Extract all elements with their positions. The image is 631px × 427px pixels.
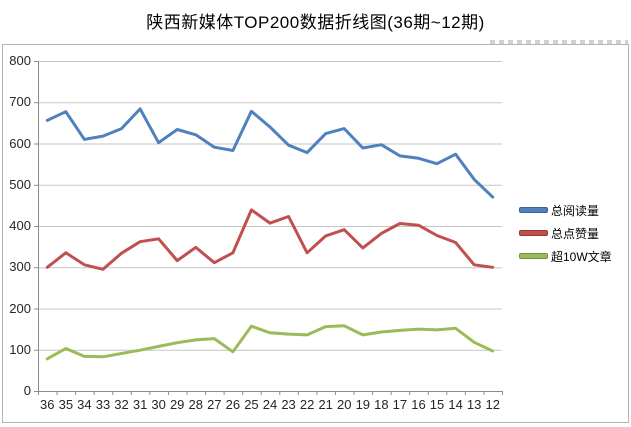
- y-tick-label: 500: [9, 176, 31, 192]
- x-tick-label: 26: [225, 397, 241, 412]
- y-tick-label: 400: [9, 218, 31, 233]
- legend-item-0: 总阅读量: [519, 202, 612, 218]
- x-tick-label: 33: [95, 397, 111, 412]
- y-tick-label: 300: [9, 259, 31, 275]
- legend: 总阅读量总点赞量超10W文章: [519, 202, 612, 271]
- series-line-0: [45, 107, 495, 199]
- x-tick-label: 24: [262, 397, 278, 412]
- x-tick-label: 20: [337, 397, 352, 412]
- y-tick-label: 800: [9, 53, 31, 68]
- x-tick-label: 23: [281, 397, 296, 412]
- x-tick-label: 13: [466, 397, 482, 412]
- legend-label: 超10W文章: [551, 249, 612, 264]
- x-tick-label: 29: [169, 397, 185, 412]
- x-tick-label: 30: [151, 397, 166, 412]
- x-tick-label: 18: [374, 397, 389, 412]
- series-line-1: [45, 208, 495, 271]
- x-tick-label: 22: [299, 397, 315, 412]
- legend-item-2: 超10W文章: [519, 248, 612, 264]
- x-tick-label: 17: [392, 397, 408, 412]
- legend-label: 总点赞量: [551, 226, 600, 241]
- x-tick-label: 14: [448, 397, 463, 412]
- x-tick-label: 19: [355, 397, 371, 412]
- legend-line-swatch: [519, 253, 548, 259]
- chart-title: 陕西新媒体TOP200数据折线图(36期~12期): [146, 13, 485, 32]
- x-tick-label: 34: [77, 397, 92, 412]
- y-tick-label: 200: [9, 300, 31, 316]
- y-tick-label: 100: [9, 341, 31, 357]
- x-tick-label: 21: [318, 397, 333, 412]
- series-line-2: [45, 324, 495, 361]
- x-tick-label: 36: [40, 397, 55, 412]
- x-tick-label: 28: [188, 397, 203, 412]
- legend-label: 总阅读量: [551, 203, 600, 218]
- x-tick-label: 27: [207, 397, 222, 412]
- legend-item-1: 总点赞量: [519, 225, 612, 241]
- x-tick-label: 31: [132, 397, 148, 412]
- x-tick-label: 35: [58, 397, 74, 412]
- x-tick-label: 12: [485, 397, 500, 412]
- y-tick-label: 0: [23, 383, 31, 398]
- x-tick-label: 16: [411, 397, 426, 412]
- chart-frame: [2, 44, 629, 423]
- y-tick-label: 700: [9, 94, 31, 110]
- x-tick-label: 25: [244, 397, 259, 412]
- legend-line-swatch: [519, 230, 548, 236]
- x-tick-label: 15: [429, 397, 445, 412]
- watermark-fragment: [490, 40, 628, 44]
- x-tick-label: 32: [114, 397, 129, 412]
- legend-line-swatch: [519, 207, 548, 213]
- y-tick-label: 600: [9, 135, 31, 151]
